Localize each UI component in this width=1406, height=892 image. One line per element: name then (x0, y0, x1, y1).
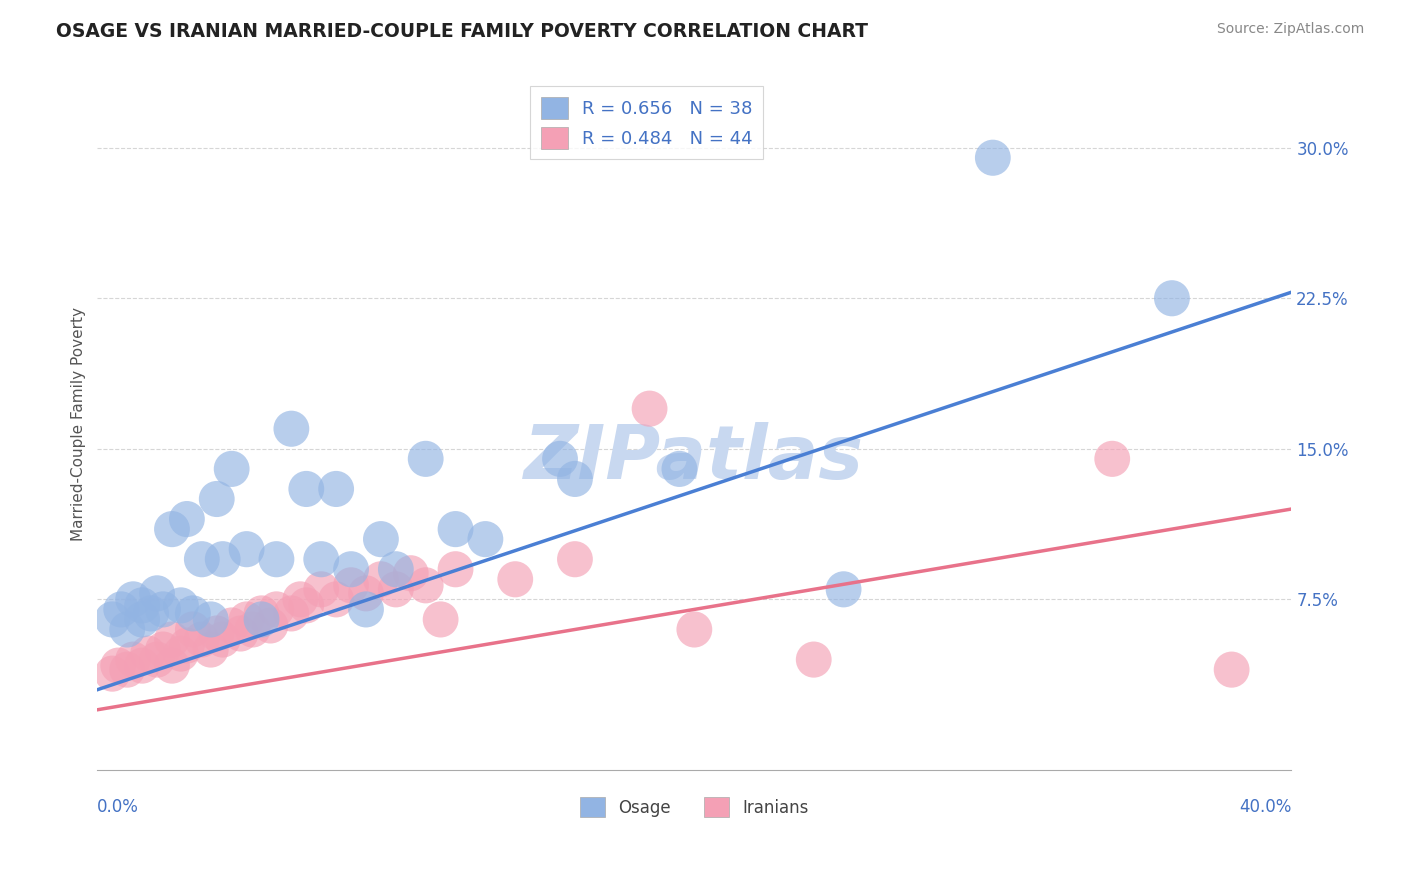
Ellipse shape (1154, 280, 1189, 317)
Ellipse shape (796, 641, 832, 678)
Ellipse shape (676, 611, 713, 648)
Ellipse shape (318, 582, 354, 617)
Ellipse shape (205, 541, 240, 577)
Ellipse shape (193, 632, 229, 667)
Ellipse shape (825, 571, 862, 607)
Ellipse shape (392, 555, 429, 591)
Ellipse shape (253, 607, 288, 643)
Ellipse shape (124, 601, 160, 638)
Ellipse shape (94, 601, 131, 638)
Ellipse shape (198, 481, 235, 517)
Text: Source: ZipAtlas.com: Source: ZipAtlas.com (1216, 22, 1364, 37)
Ellipse shape (304, 541, 339, 577)
Ellipse shape (131, 635, 166, 672)
Ellipse shape (243, 595, 280, 632)
Ellipse shape (318, 471, 354, 507)
Ellipse shape (174, 595, 211, 632)
Ellipse shape (408, 567, 444, 603)
Ellipse shape (184, 622, 219, 657)
Ellipse shape (110, 611, 145, 648)
Ellipse shape (974, 140, 1011, 176)
Ellipse shape (214, 607, 250, 643)
Ellipse shape (288, 471, 325, 507)
Ellipse shape (333, 567, 368, 603)
Ellipse shape (222, 615, 259, 651)
Ellipse shape (193, 601, 229, 638)
Ellipse shape (169, 501, 205, 537)
Ellipse shape (134, 595, 169, 632)
Ellipse shape (378, 551, 413, 587)
Ellipse shape (124, 648, 160, 683)
Ellipse shape (139, 641, 174, 678)
Ellipse shape (169, 627, 205, 664)
Ellipse shape (155, 511, 190, 547)
Ellipse shape (184, 541, 219, 577)
Text: 0.0%: 0.0% (97, 797, 139, 815)
Ellipse shape (259, 541, 294, 577)
Ellipse shape (333, 551, 368, 587)
Ellipse shape (661, 450, 697, 487)
Ellipse shape (288, 587, 325, 624)
Ellipse shape (408, 441, 444, 477)
Ellipse shape (115, 641, 150, 678)
Ellipse shape (259, 591, 294, 627)
Ellipse shape (139, 575, 174, 611)
Ellipse shape (498, 561, 533, 598)
Ellipse shape (363, 521, 399, 558)
Ellipse shape (163, 587, 198, 624)
Ellipse shape (437, 511, 474, 547)
Ellipse shape (1094, 441, 1130, 477)
Ellipse shape (115, 582, 150, 617)
Ellipse shape (100, 648, 136, 683)
Ellipse shape (124, 587, 160, 624)
Ellipse shape (214, 450, 250, 487)
Ellipse shape (378, 571, 413, 607)
Ellipse shape (349, 591, 384, 627)
Ellipse shape (273, 595, 309, 632)
Ellipse shape (155, 622, 190, 657)
Text: 40.0%: 40.0% (1239, 797, 1291, 815)
Ellipse shape (437, 551, 474, 587)
Ellipse shape (557, 461, 593, 497)
Ellipse shape (229, 601, 264, 638)
Ellipse shape (543, 441, 578, 477)
Ellipse shape (110, 651, 145, 688)
Ellipse shape (304, 571, 339, 607)
Ellipse shape (155, 648, 190, 683)
Ellipse shape (198, 615, 235, 651)
Ellipse shape (145, 591, 181, 627)
Ellipse shape (423, 601, 458, 638)
Ellipse shape (467, 521, 503, 558)
Ellipse shape (103, 591, 139, 627)
Ellipse shape (557, 541, 593, 577)
Ellipse shape (205, 622, 240, 657)
Ellipse shape (174, 611, 211, 648)
Y-axis label: Married-Couple Family Poverty: Married-Couple Family Poverty (72, 307, 86, 541)
Ellipse shape (243, 601, 280, 638)
Ellipse shape (631, 391, 668, 426)
Legend: Osage, Iranians: Osage, Iranians (574, 790, 815, 824)
Ellipse shape (273, 410, 309, 447)
Ellipse shape (1213, 651, 1250, 688)
Ellipse shape (163, 635, 198, 672)
Text: OSAGE VS IRANIAN MARRIED-COUPLE FAMILY POVERTY CORRELATION CHART: OSAGE VS IRANIAN MARRIED-COUPLE FAMILY P… (56, 22, 869, 41)
Ellipse shape (145, 632, 181, 667)
Ellipse shape (349, 575, 384, 611)
Ellipse shape (363, 561, 399, 598)
Ellipse shape (283, 582, 318, 617)
Text: ZIPatlas: ZIPatlas (524, 422, 865, 495)
Ellipse shape (229, 531, 264, 567)
Ellipse shape (94, 656, 131, 691)
Ellipse shape (235, 611, 270, 648)
